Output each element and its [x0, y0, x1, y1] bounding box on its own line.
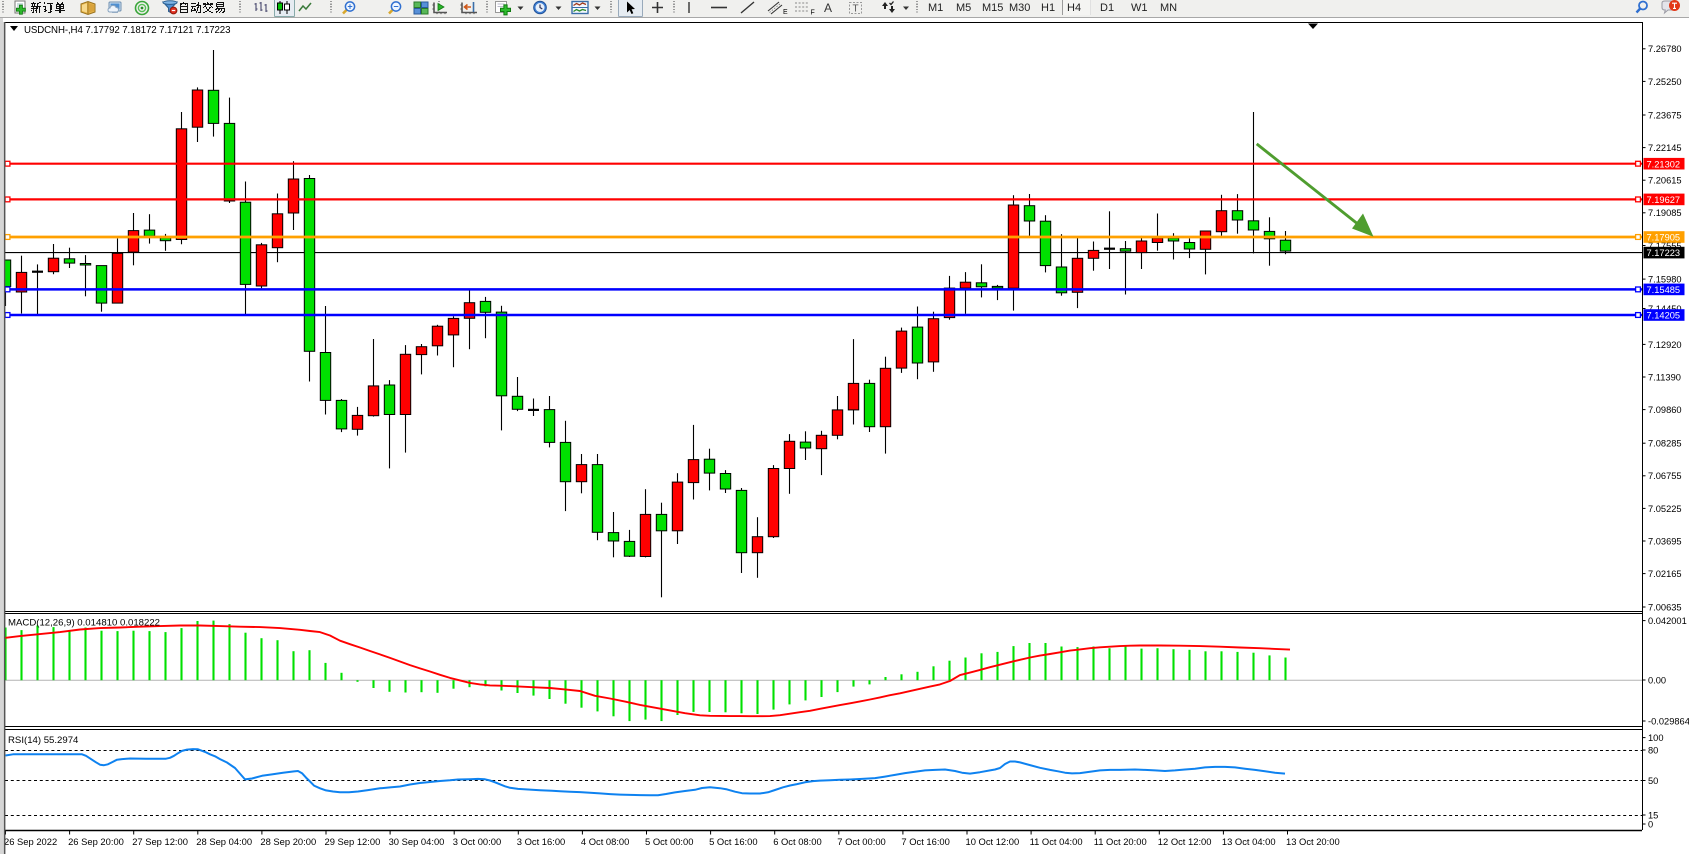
svg-text:3 Oct 00:00: 3 Oct 00:00 [453, 836, 501, 847]
svg-text:F: F [811, 10, 815, 17]
svg-text:MACD(12,26,9) 0.014810 0.01822: MACD(12,26,9) 0.014810 0.018222 [8, 618, 160, 629]
svg-text:4 Oct 08:00: 4 Oct 08:00 [581, 836, 629, 847]
svg-text:RSI(14) 55.2974: RSI(14) 55.2974 [8, 735, 79, 746]
svg-text:7.21302: 7.21302 [1647, 159, 1681, 169]
svg-text:7.14450: 7.14450 [1648, 304, 1682, 314]
svg-text:0: 0 [1648, 819, 1653, 829]
svg-text:30 Sep 04:00: 30 Sep 04:00 [389, 836, 445, 847]
svg-text:28 Sep 04:00: 28 Sep 04:00 [196, 836, 252, 847]
svg-text:7.19627: 7.19627 [1647, 195, 1681, 205]
svg-text:7.09860: 7.09860 [1648, 405, 1682, 415]
svg-text:7.02165: 7.02165 [1648, 569, 1682, 579]
svg-text:11 Oct 04:00: 11 Oct 04:00 [1030, 836, 1083, 847]
svg-text:7.12920: 7.12920 [1648, 340, 1682, 350]
svg-text:7.15980: 7.15980 [1648, 275, 1682, 285]
svg-text:7.08285: 7.08285 [1648, 439, 1682, 449]
svg-text:7.26780: 7.26780 [1648, 44, 1682, 54]
svg-text:0.042001: 0.042001 [1648, 616, 1687, 626]
svg-text:3 Oct 16:00: 3 Oct 16:00 [517, 836, 565, 847]
svg-text:7.17905: 7.17905 [1647, 233, 1681, 243]
svg-text:7.17555: 7.17555 [1648, 241, 1682, 251]
svg-text:100: 100 [1648, 733, 1664, 743]
svg-text:7.11390: 7.11390 [1648, 372, 1681, 382]
svg-text:0.00: 0.00 [1648, 675, 1666, 685]
svg-text:12 Oct 12:00: 12 Oct 12:00 [1158, 836, 1212, 847]
svg-text:7.00635: 7.00635 [1648, 602, 1682, 612]
svg-text:7.03695: 7.03695 [1648, 536, 1682, 546]
svg-text:7.23675: 7.23675 [1648, 110, 1682, 120]
svg-text:80: 80 [1648, 745, 1658, 755]
svg-text:13 Oct 20:00: 13 Oct 20:00 [1286, 836, 1340, 847]
svg-text:11 Oct 20:00: 11 Oct 20:00 [1094, 836, 1147, 847]
svg-text:29 Sep 12:00: 29 Sep 12:00 [325, 836, 381, 847]
svg-text:15: 15 [1648, 810, 1658, 820]
svg-text:7.05225: 7.05225 [1648, 504, 1682, 514]
svg-text:7.15485: 7.15485 [1647, 285, 1681, 295]
svg-text:7 Oct 00:00: 7 Oct 00:00 [837, 836, 885, 847]
svg-text:−: − [393, 2, 398, 12]
svg-text:13 Oct 04:00: 13 Oct 04:00 [1222, 836, 1276, 847]
svg-text:7.14205: 7.14205 [1647, 311, 1681, 321]
svg-text:10 Oct 12:00: 10 Oct 12:00 [966, 836, 1020, 847]
svg-text:7.06755: 7.06755 [1648, 471, 1682, 481]
svg-text:USDCNH-,H4 7.17792 7.18172 7.: USDCNH-,H4 7.17792 7.18172 7.17121 7.172… [24, 25, 230, 36]
svg-text:26 Sep 20:00: 26 Sep 20:00 [68, 836, 124, 847]
svg-text:5 Oct 16:00: 5 Oct 16:00 [709, 836, 757, 847]
svg-text:T: T [852, 4, 858, 15]
svg-text:7.22145: 7.22145 [1648, 143, 1682, 153]
svg-text:27 Sep 12:00: 27 Sep 12:00 [132, 836, 188, 847]
svg-text:7.19085: 7.19085 [1648, 208, 1682, 218]
svg-text:6 Oct 08:00: 6 Oct 08:00 [773, 836, 821, 847]
svg-text:7.25250: 7.25250 [1648, 77, 1682, 87]
svg-text:7.17223: 7.17223 [1647, 248, 1681, 258]
svg-text:7.20615: 7.20615 [1648, 176, 1682, 186]
svg-text:28 Sep 20:00: 28 Sep 20:00 [260, 836, 316, 847]
svg-text:5 Oct 00:00: 5 Oct 00:00 [645, 836, 693, 847]
svg-text:26 Sep 2022: 26 Sep 2022 [4, 836, 57, 847]
svg-text:E: E [783, 9, 788, 16]
svg-text:7 Oct 16:00: 7 Oct 16:00 [901, 836, 949, 847]
svg-text:50: 50 [1648, 776, 1658, 786]
svg-text:+: + [347, 2, 352, 12]
svg-text:-0.029864: -0.029864 [1648, 716, 1689, 726]
